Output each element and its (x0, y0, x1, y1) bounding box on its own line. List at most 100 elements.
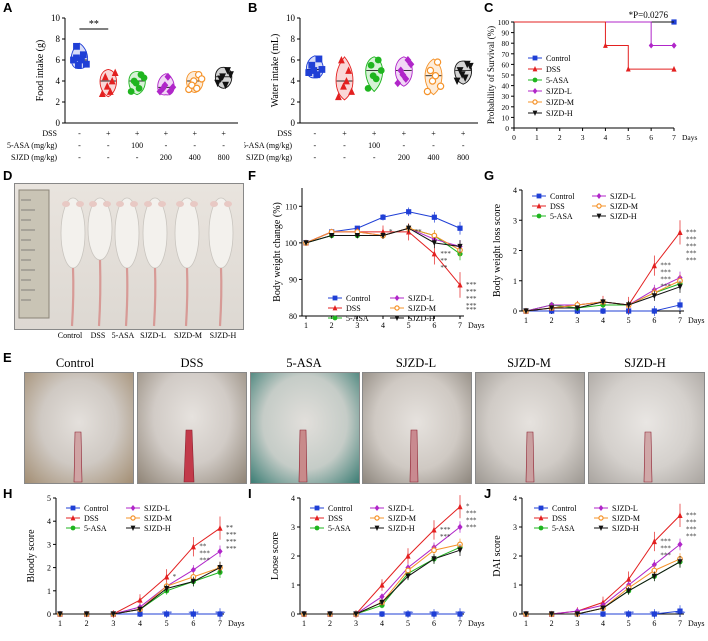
legend-label: Control (546, 54, 571, 63)
data-point (457, 503, 463, 510)
mouse-paw (116, 201, 124, 207)
x-tick-label: 6 (652, 316, 656, 325)
data-point (600, 299, 606, 306)
significance-star: *** (440, 533, 451, 541)
data-point (164, 72, 172, 81)
significance-star: ** (199, 543, 207, 551)
panel-label-i: I (248, 486, 252, 501)
x-tick-label: 6 (432, 321, 436, 330)
data-point (101, 72, 109, 81)
data-point (431, 250, 437, 257)
legend-marker (70, 525, 76, 531)
x-tick-label: 1 (304, 321, 308, 330)
data-point (651, 262, 657, 269)
significance-star: *** (440, 526, 451, 534)
mouse-tail (70, 267, 75, 327)
legend-label: DSS (346, 304, 361, 313)
data-point (436, 82, 445, 90)
colon-photo-5asa (250, 372, 360, 484)
data-point (340, 82, 347, 90)
x-tick-label: 2 (330, 321, 334, 330)
y-tick-label: 2 (513, 247, 517, 256)
data-point (651, 538, 657, 545)
legend-label: DSS (84, 514, 99, 523)
x-tick-label: 3 (111, 619, 115, 628)
mice-photo (14, 183, 244, 330)
data-point (303, 240, 309, 247)
y-tick-label: 90 (502, 29, 510, 38)
significance-star: * (173, 573, 177, 581)
significance-star: *** (466, 524, 477, 532)
treatment-value: 200 (160, 153, 172, 162)
legend-label: SJZD-H (546, 109, 573, 118)
x-axis-label: Days (688, 619, 704, 628)
significance-star: *** (686, 235, 697, 243)
data-point (301, 611, 307, 618)
treatment-value: - (313, 129, 316, 138)
y-tick-label: 4 (513, 494, 517, 503)
data-point (397, 66, 405, 75)
data-point (135, 84, 143, 92)
data-point (164, 585, 170, 592)
data-point (405, 567, 411, 574)
data-point (343, 77, 350, 85)
legend-marker (532, 110, 538, 116)
significance-star: *** (660, 276, 671, 284)
mouse-paw (158, 201, 166, 207)
legend-label: SJZD-L (388, 504, 414, 513)
survival-curve (514, 21, 674, 47)
y-axis-label: Body weight loss score (492, 203, 503, 297)
significance-star: *** (660, 545, 671, 553)
treatment-value: - (432, 141, 435, 150)
data-point (164, 611, 170, 617)
data-point (600, 308, 606, 314)
x-axis-label: Days (682, 133, 697, 142)
data-point (466, 62, 474, 71)
data-point (110, 611, 116, 618)
data-point (57, 611, 63, 618)
x-tick-label: 6 (191, 619, 195, 628)
treatment-value: + (106, 129, 111, 138)
legend-label: SJZD-L (612, 504, 638, 513)
data-point (677, 512, 683, 518)
legend-label: Control (550, 192, 575, 201)
legend-label: SJZD-H (610, 212, 637, 221)
y-tick-label: 2 (56, 97, 61, 107)
legend-label: SJZD-H (408, 314, 435, 323)
y-tick-label: 2 (47, 564, 51, 573)
mouse-paw (76, 201, 84, 207)
data-point (318, 66, 326, 73)
data-point (108, 77, 116, 85)
data-point (137, 596, 143, 603)
x-tick-label: 4 (381, 321, 385, 330)
legend-marker (130, 525, 136, 531)
treatment-value: - (78, 141, 81, 150)
legend-marker (70, 505, 76, 511)
legend-label: Control (84, 504, 109, 513)
significance-star: *** (466, 306, 477, 314)
mouse-tail (124, 267, 129, 327)
data-point (463, 60, 471, 69)
x-tick-label: 7 (678, 316, 682, 325)
data-point (431, 526, 437, 533)
data-point (523, 308, 529, 315)
data-point (217, 548, 223, 555)
x-tick-label: 3 (581, 133, 585, 142)
x-axis-label: Days (228, 619, 244, 628)
data-point (431, 611, 437, 617)
survival-step-marker (603, 42, 608, 48)
y-tick-label: 4 (291, 76, 296, 86)
data-point (214, 79, 222, 88)
data-point (159, 84, 167, 93)
y-tick-label: 10 (51, 13, 61, 23)
y-tick-label: 3 (513, 523, 517, 532)
legend-label: Control (346, 294, 371, 303)
data-point (626, 302, 632, 309)
x-tick-label: 5 (627, 619, 631, 628)
y-tick-label: 50 (502, 71, 510, 80)
data-point (313, 71, 321, 79)
colon-photo-sjzdm (475, 372, 585, 484)
mouse-paw (130, 201, 138, 207)
data-point (651, 573, 657, 580)
